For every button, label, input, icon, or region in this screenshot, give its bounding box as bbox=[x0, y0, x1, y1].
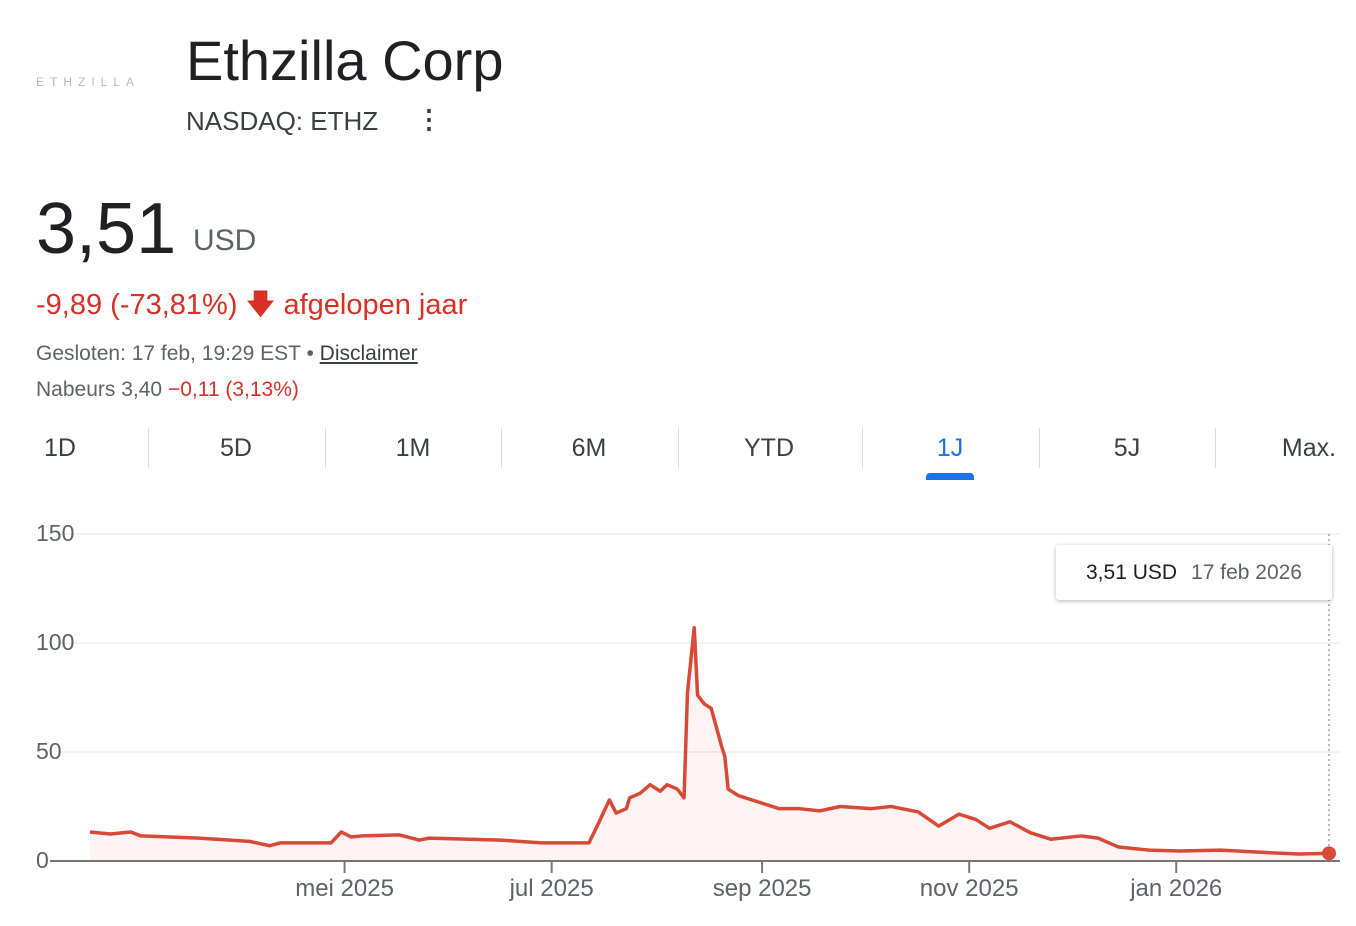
x-tick-label: nov 2025 bbox=[919, 875, 1019, 902]
tab-1m[interactable]: 1M bbox=[395, 434, 431, 462]
tab-1d[interactable]: 1D bbox=[44, 434, 76, 462]
afterhours-change: −0,11 (3,13%) bbox=[167, 378, 299, 401]
arrow-down-icon: 🡇 bbox=[245, 289, 276, 321]
disclaimer-link[interactable]: Disclaimer bbox=[319, 342, 418, 365]
tooltip-date: 17 feb 2026 bbox=[1191, 560, 1302, 584]
active-tab-indicator bbox=[926, 473, 974, 480]
price-change: -9,89 (-73,81%) 🡇 afgelopen jaar bbox=[36, 284, 467, 333]
area-fill bbox=[90, 627, 1329, 861]
x-tick-label: mei 2025 bbox=[295, 875, 394, 902]
y-tick-label: 100 bbox=[36, 629, 75, 655]
tab-separator bbox=[678, 428, 679, 468]
tab-1j[interactable]: 1J bbox=[936, 434, 964, 462]
afterhours-price: Nabeurs 3,40 bbox=[36, 378, 163, 401]
current-price: 3,51 bbox=[36, 189, 177, 269]
after-hours: Nabeurs 3,40 −0,11 (3,13%) bbox=[36, 378, 299, 402]
price-line bbox=[89, 625, 1330, 856]
tab-separator bbox=[1215, 428, 1216, 468]
tab-separator bbox=[148, 428, 149, 468]
ticker-symbol: NASDAQ: ETHZ bbox=[186, 106, 379, 136]
tab-5d[interactable]: 5D bbox=[220, 434, 252, 462]
chart-tooltip: 3,51 USD 17 feb 2026 bbox=[1056, 545, 1332, 600]
last-point-marker bbox=[1322, 846, 1336, 861]
company-logo: ETHZILLA bbox=[36, 75, 141, 89]
tab-separator bbox=[1039, 428, 1040, 468]
x-tick-label: jan 2026 bbox=[1130, 875, 1223, 902]
tab-ytd[interactable]: YTD bbox=[744, 434, 794, 462]
tooltip-value: 3,51 USD bbox=[1086, 560, 1178, 584]
x-tick-label: jul 2025 bbox=[509, 875, 594, 902]
more-vert-icon[interactable]: ⋮ bbox=[416, 104, 442, 134]
company-name: Ethzilla Corp bbox=[186, 29, 504, 92]
y-tick-label: 50 bbox=[36, 738, 62, 764]
x-tick-label: sep 2025 bbox=[712, 875, 812, 902]
currency: USD bbox=[193, 224, 257, 257]
tab-max[interactable]: Max. bbox=[1281, 434, 1337, 462]
tab-separator bbox=[862, 428, 863, 468]
tab-separator bbox=[501, 428, 502, 468]
tab-5j[interactable]: 5J bbox=[1113, 434, 1141, 462]
closed-time: Gesloten: 17 feb, 19:29 EST bbox=[36, 342, 301, 365]
change-value: -9,89 (-73,81%) bbox=[36, 289, 238, 321]
change-period: afgelopen jaar bbox=[283, 289, 468, 321]
tab-separator bbox=[325, 428, 326, 468]
y-tick-label: 150 bbox=[36, 520, 75, 546]
market-status: Gesloten: 17 feb, 19:29 EST • Disclaimer bbox=[36, 342, 418, 366]
tab-6m[interactable]: 6M bbox=[571, 434, 607, 462]
y-tick-label: 0 bbox=[36, 847, 49, 873]
separator: • bbox=[306, 342, 314, 365]
